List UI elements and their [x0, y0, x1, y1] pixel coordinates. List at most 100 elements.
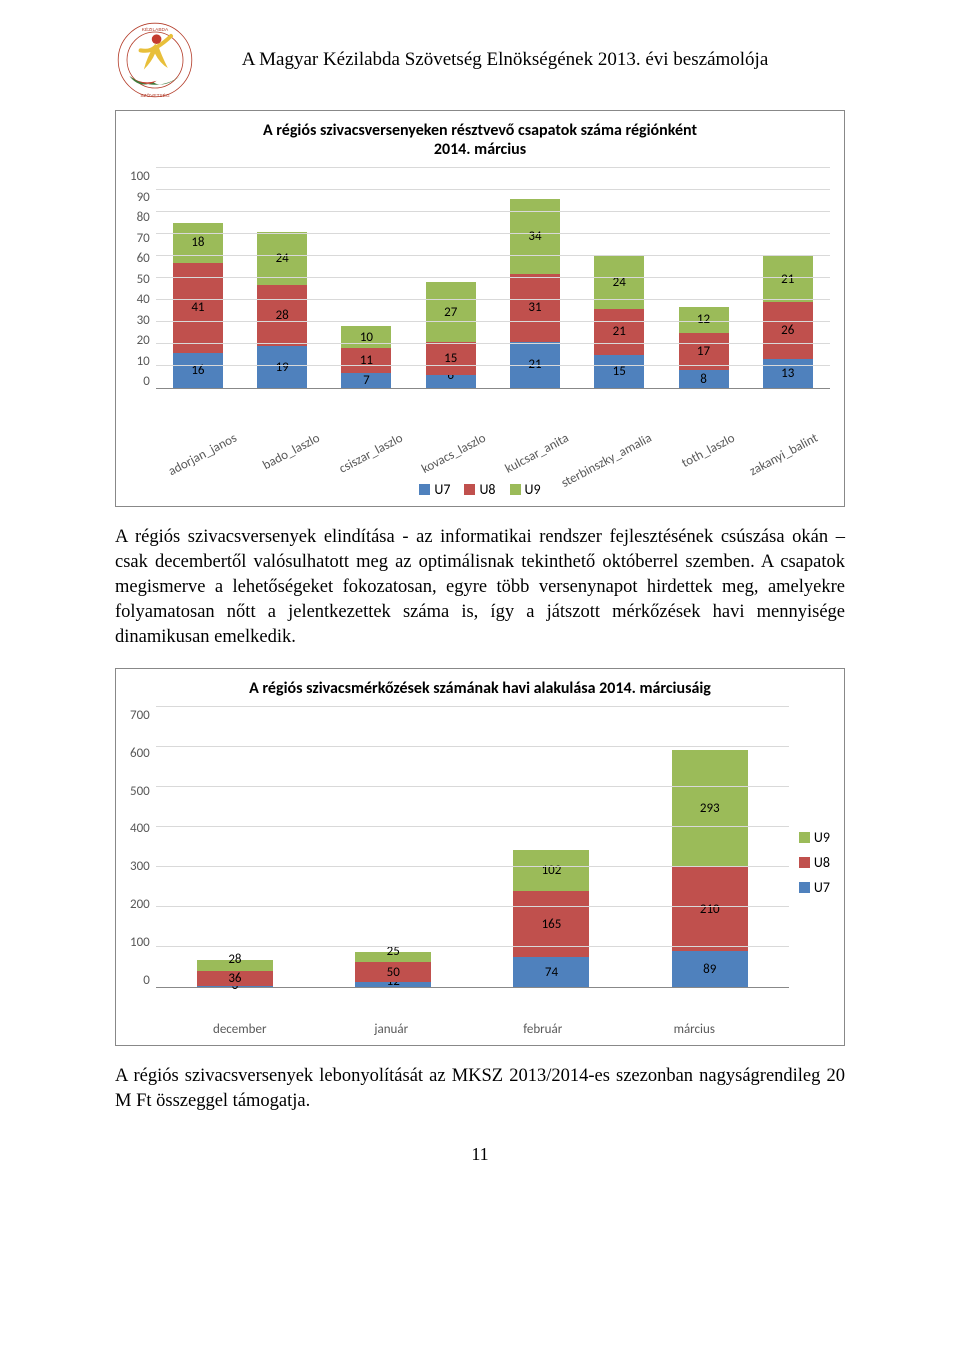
chart2-value-label: 210: [700, 902, 720, 917]
page-number: 11: [115, 1144, 845, 1165]
chart2-seg-u8: 165: [513, 891, 589, 957]
chart1-ytick: 40: [137, 292, 150, 307]
chart2-ytick: 100: [130, 935, 150, 950]
chart1-bar: 213134: [510, 199, 560, 388]
chart2-value-label: 165: [542, 917, 562, 932]
chart1-value-label: 26: [781, 323, 794, 338]
chart2-ytick: 0: [143, 973, 150, 988]
chart1-ytick: 20: [137, 333, 150, 348]
chart1-value-label: 27: [444, 305, 457, 320]
chart2-area: 7006005004003002001000 33628125025741651…: [130, 708, 830, 1018]
chart1-ytick: 30: [137, 313, 150, 328]
chart1-ytick: 0: [143, 374, 150, 389]
legend2-u9-label: U9: [814, 829, 830, 846]
chart1-value-label: 8: [700, 372, 707, 387]
legend-u7-label: U7: [434, 481, 450, 498]
chart2-seg-u8: 36: [197, 971, 273, 985]
chart1-seg-u8: 21: [594, 309, 644, 355]
chart2-seg-u9: 102: [513, 850, 589, 891]
chart1-value-label: 7: [363, 373, 370, 388]
chart1-value-label: 13: [781, 366, 794, 381]
chart2-xlabel: március: [656, 1022, 732, 1037]
chart1-ytick: 90: [137, 190, 150, 205]
chart2-xlabel: január: [353, 1022, 429, 1037]
chart1-value-label: 21: [781, 272, 794, 287]
chart2-ytick: 700: [130, 708, 150, 723]
body-paragraph-2: A régiós szivacsversenyek lebonyolítását…: [115, 1064, 845, 1114]
chart2-ytick: 300: [130, 859, 150, 874]
chart2-value-label: 28: [197, 952, 273, 967]
chart1-value-label: 17: [697, 344, 710, 359]
chart1-value-label: 31: [528, 300, 541, 315]
chart1-title-line1: A régiós szivacsversenyeken résztvevő cs…: [263, 121, 697, 140]
chart1-ytick: 50: [137, 272, 150, 287]
legend2-u7: U7: [799, 879, 830, 896]
legend2-u7-label: U7: [814, 879, 830, 896]
chart2-bar: 33628: [197, 960, 273, 987]
chart2-bar: 74 165 102: [513, 850, 589, 986]
chart2-value-label: 74: [545, 965, 558, 980]
chart-regional-teams: A régiós szivacsversenyeken résztvevő cs…: [115, 110, 845, 507]
chart1-bar: 8 17 12: [679, 307, 729, 388]
chart1-plot: 1641181928247111061527213134152124817121…: [156, 169, 830, 389]
chart1-seg-u9: 10: [341, 326, 391, 348]
chart1-ytick: 10: [137, 354, 150, 369]
chart1-seg-u8: 15: [426, 342, 476, 375]
chart1-bar: 13 26 21: [763, 256, 813, 388]
chart2-seg-u7: 12: [355, 982, 431, 987]
chart1-ytick: 80: [137, 210, 150, 225]
chart2-value-label: 89: [703, 962, 716, 977]
chart2-seg-u7: 74: [513, 957, 589, 987]
chart1-seg-u7: 7: [341, 373, 391, 388]
chart2-yaxis: 7006005004003002001000: [130, 708, 156, 988]
chart1-seg-u8: 31: [510, 274, 560, 342]
chart1-seg-u8: 28: [257, 285, 307, 347]
chart1-value-label: 41: [191, 300, 204, 315]
chart2-ytick: 200: [130, 897, 150, 912]
chart1-value-label: 18: [191, 235, 204, 250]
chart1-yaxis: 1009080706050403020100: [130, 169, 156, 389]
chart1-ytick: 70: [137, 231, 150, 246]
chart1-seg-u7: 8: [679, 370, 729, 388]
chart1-seg-u7: 6: [426, 375, 476, 388]
chart2-value-label: 293: [700, 801, 720, 816]
page-header: KÉZILABDA SZÖVETSÉG A Magyar Kézilabda S…: [115, 20, 845, 100]
chart1-bar: 71110: [341, 326, 391, 388]
chart1-seg-u9: 21: [763, 256, 813, 302]
mksz-logo-icon: KÉZILABDA SZÖVETSÉG: [115, 20, 195, 100]
chart2-seg-u8: 210: [672, 867, 748, 951]
legend2-u8-label: U8: [814, 854, 830, 871]
chart2-xlabels: decemberjanuárfebruármárcius: [164, 1022, 770, 1037]
chart1-seg-u9: 24: [594, 256, 644, 309]
chart1-area: 1009080706050403020100 16411819282471110…: [130, 169, 830, 419]
legend2-u9: U9: [799, 829, 830, 846]
chart2-ytick: 500: [130, 784, 150, 799]
svg-text:KÉZILABDA: KÉZILABDA: [142, 26, 169, 33]
legend2-u8: U8: [799, 854, 830, 871]
chart1-value-label: 15: [444, 351, 457, 366]
chart1-ytick: 60: [137, 251, 150, 266]
chart1-seg-u7: 15: [594, 355, 644, 388]
chart-monthly-matches: A régiós szivacsmérkőzések számának havi…: [115, 668, 845, 1046]
chart1-value-label: 15: [613, 364, 626, 379]
chart1-xlabels: adorjan_janosbado_laszlocsiszar_laszloko…: [166, 419, 830, 475]
chart1-bars: 1641181928247111061527213134152124817121…: [156, 169, 830, 388]
chart2-ytick: 400: [130, 821, 150, 836]
chart2-plot: 33628 125025 74 165 102 89 210 293: [156, 708, 789, 988]
page-title: A Magyar Kézilabda Szövetség Elnökségéne…: [205, 49, 845, 71]
chart1-title-line2: 2014. március: [434, 140, 526, 159]
chart2-legend: U9 U8 U7: [789, 708, 830, 1018]
chart1-seg-u7: 19: [257, 346, 307, 388]
chart1-seg-u9: 27: [426, 282, 476, 341]
chart1-bar: 164118: [173, 223, 223, 388]
chart1-value-label: 19: [276, 360, 289, 375]
chart1-value-label: 21: [613, 324, 626, 339]
chart1-value-label: 12: [697, 312, 710, 327]
legend-u7: U7: [419, 481, 450, 498]
chart2-bar: 125025: [355, 952, 431, 987]
chart1-value-label: 34: [528, 229, 541, 244]
body-paragraph-1: A régiós szivacsversenyek elindítása - a…: [115, 525, 845, 650]
chart1-title: A régiós szivacsversenyeken résztvevő cs…: [130, 121, 830, 159]
svg-text:SZÖVETSÉG: SZÖVETSÉG: [140, 92, 170, 99]
chart1-ytick: 100: [130, 169, 150, 184]
